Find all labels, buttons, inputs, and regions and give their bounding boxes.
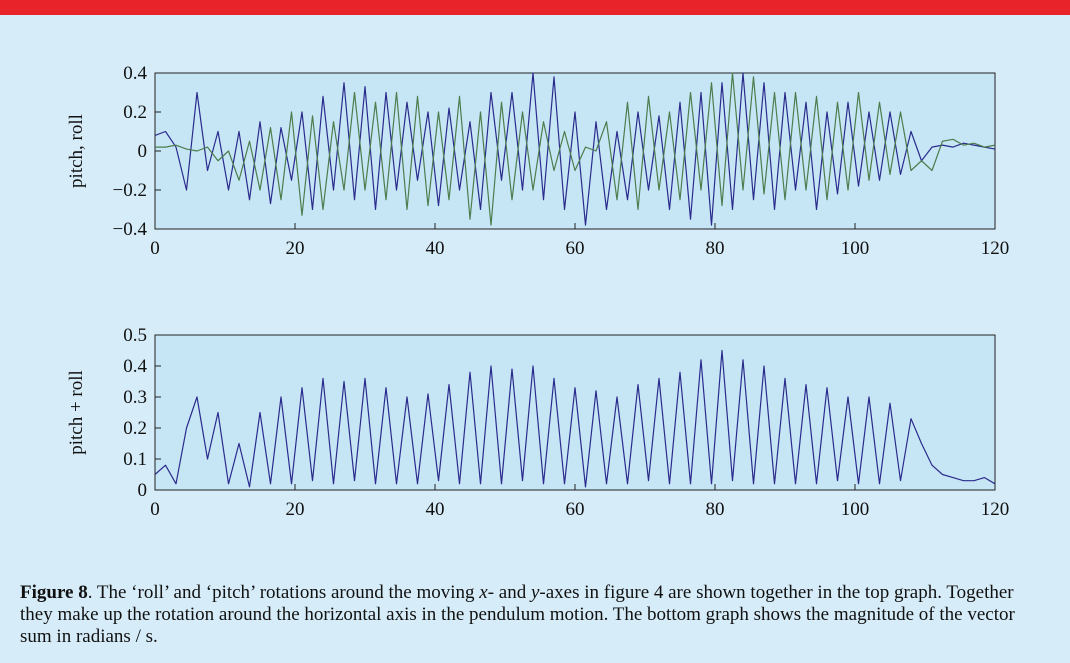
- x-tick-label: 0: [150, 238, 160, 259]
- x-tick-label: 0: [150, 499, 160, 520]
- y-tick-label: 0.3: [123, 387, 147, 408]
- x-tick-label: 20: [286, 499, 305, 520]
- caption-label: Figure 8: [20, 582, 88, 603]
- y-axis-label: pitch, roll: [66, 114, 87, 188]
- data-line: [154, 72, 996, 226]
- x-tick-label: 40: [426, 238, 445, 259]
- y-tick-label: 0.5: [123, 325, 147, 346]
- x-tick-label: 100: [841, 499, 870, 520]
- plot-area: [154, 334, 996, 491]
- y-tick-label: −0.4: [113, 219, 148, 240]
- data-line: [155, 72, 996, 226]
- caption-text: x: [479, 582, 488, 603]
- caption-text: . The ‘roll’ and ‘pitch’ rotations aroun…: [87, 582, 480, 603]
- y-tick-label: 0: [138, 480, 148, 501]
- caption-text: - and: [487, 582, 531, 603]
- x-tick-label: 80: [706, 499, 725, 520]
- header-bar: [0, 0, 1070, 15]
- figure: −0.4 −0.2 0 0.2 0.4 0 20 40 60 80 100 120 pitch, rol…: [66, 63, 1010, 520]
- x-tick-label: 120: [981, 499, 1010, 520]
- y-tick-label: 0.4: [123, 63, 147, 84]
- y-tick-label: 0.2: [123, 418, 147, 439]
- caption-text: -axes in figure 4 are shown together in …: [20, 582, 1015, 647]
- x-tick-label: 100: [841, 238, 870, 259]
- plot-area: [154, 72, 996, 230]
- caption: Figure 8. The ‘roll’ and ‘pitch’ rotatio…: [20, 582, 1050, 648]
- y-tick-label: −0.2: [113, 180, 147, 201]
- y-tick-label: 0.2: [123, 102, 147, 123]
- x-tick-label: 60: [566, 238, 585, 259]
- y-tick-label: 0.1: [123, 449, 147, 470]
- caption-text: y: [530, 582, 540, 603]
- x-tick-label: 60: [566, 499, 585, 520]
- data-line: [154, 349, 996, 488]
- y-tick-label: 0: [138, 141, 148, 162]
- y-axis-label: pitch + roll: [66, 370, 87, 455]
- x-tick-label: 20: [286, 238, 305, 259]
- x-tick-label: 120: [981, 238, 1010, 259]
- x-tick-label: 40: [426, 499, 445, 520]
- x-tick-label: 80: [706, 238, 725, 259]
- y-tick-label: 0.4: [123, 356, 147, 377]
